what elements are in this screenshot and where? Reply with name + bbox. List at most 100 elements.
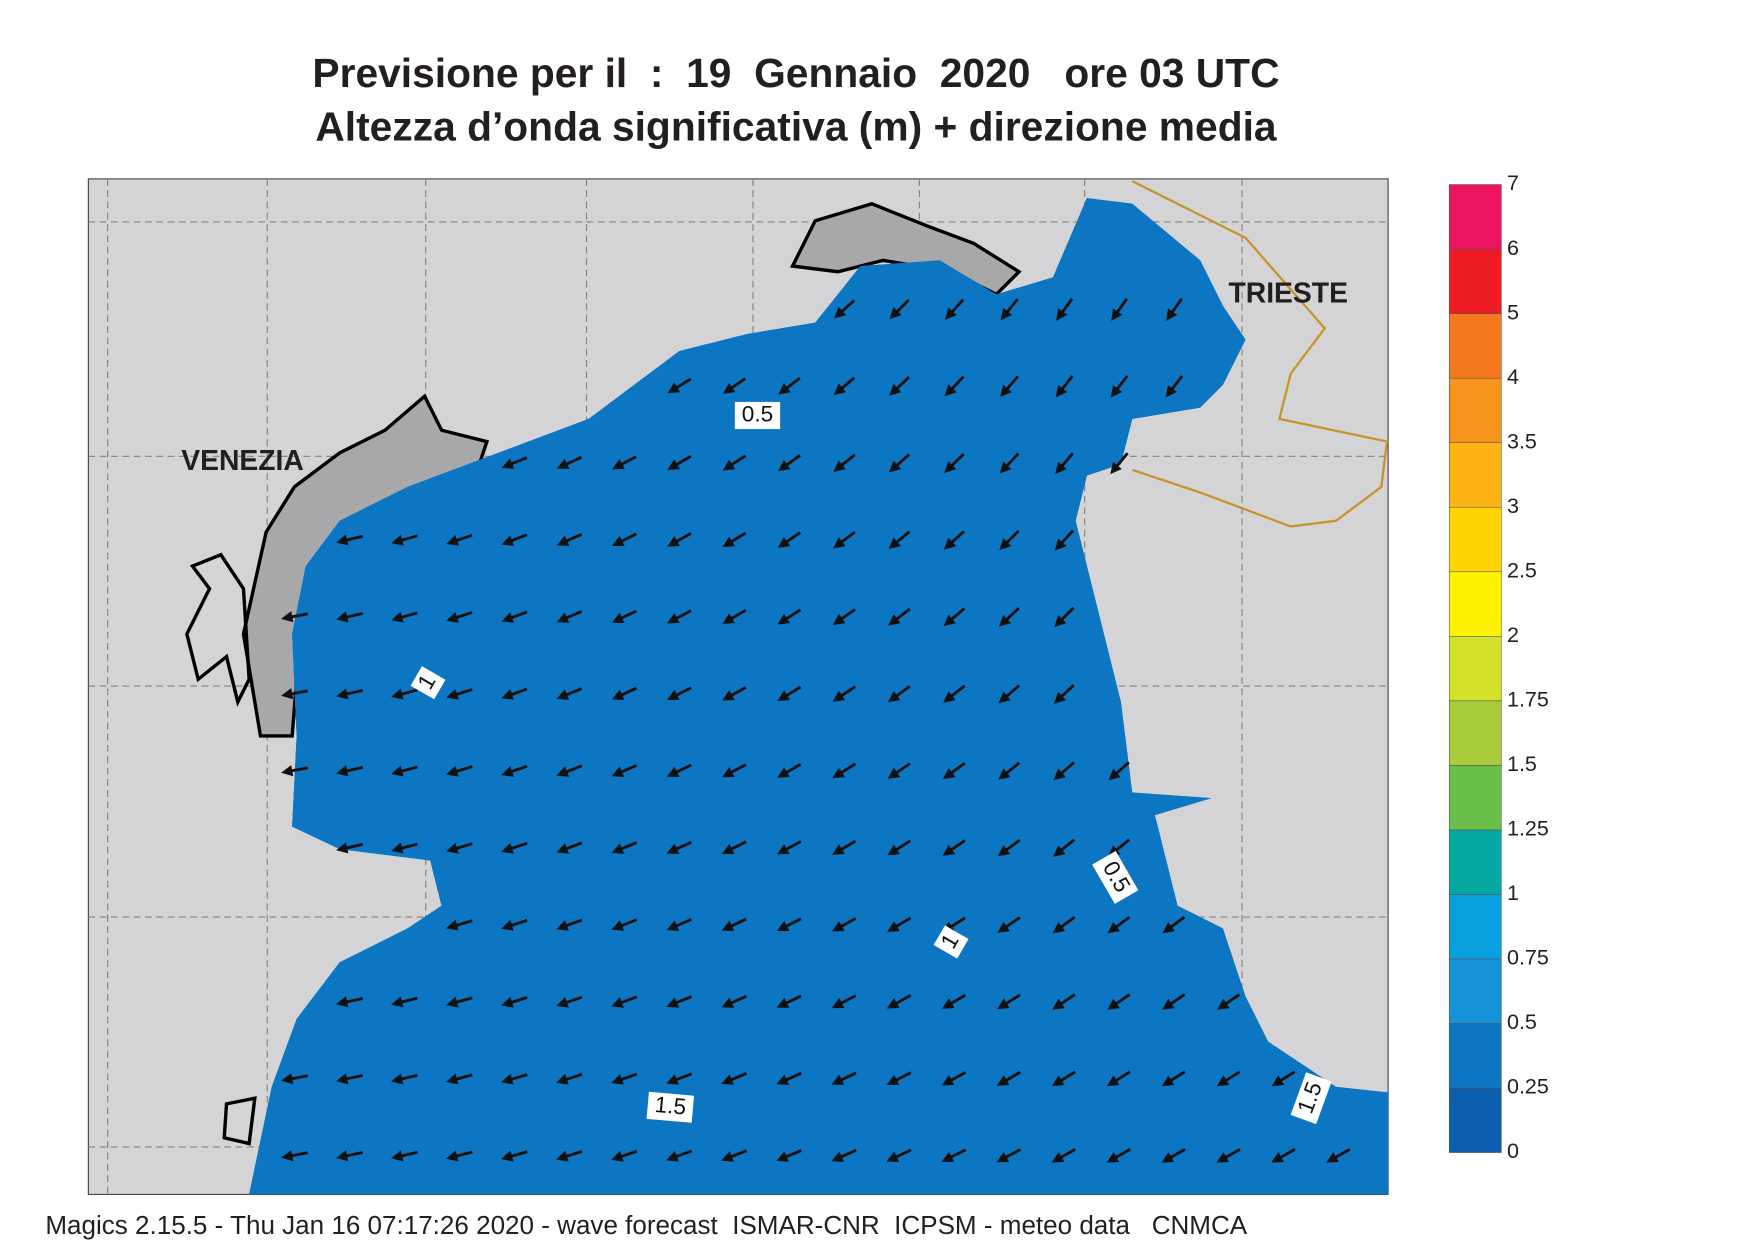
arrow-head xyxy=(667,536,680,547)
arrow-head xyxy=(945,307,957,320)
colorbar-label: 0.25 xyxy=(1507,1075,1549,1099)
arrow-head xyxy=(446,996,459,1008)
colorbar-label: 1 xyxy=(1507,881,1519,905)
colorbar-label: 4 xyxy=(1507,365,1519,389)
arrow-head xyxy=(777,767,790,778)
colorbar-segment xyxy=(1448,958,1502,1024)
arrow-head xyxy=(336,842,349,854)
contour-label: 1.5 xyxy=(654,1092,688,1120)
arrow-head xyxy=(446,688,459,700)
colorbar-label: 5 xyxy=(1507,300,1519,324)
arrow-head xyxy=(667,459,681,470)
colorbar-segment xyxy=(1448,1087,1502,1153)
arrow-head xyxy=(336,534,349,546)
colorbar-segment xyxy=(1448,442,1502,508)
arrow-head xyxy=(944,384,957,397)
arrow-head xyxy=(831,1151,844,1162)
colorbar-segment xyxy=(1448,700,1502,766)
colorbar-label: 0.5 xyxy=(1507,1010,1537,1034)
colorbar-segment xyxy=(1448,765,1502,831)
arrow-head xyxy=(611,1150,624,1162)
arrow-head xyxy=(1052,998,1065,1010)
contour-labels: 0.5 0.5 1 1 1.5 1.5 xyxy=(410,401,1332,1125)
arrow-head xyxy=(832,613,846,626)
arrow-head xyxy=(1110,461,1122,475)
arrow-head xyxy=(446,611,459,623)
arrow-head xyxy=(1056,308,1068,321)
arrow-head xyxy=(1051,1152,1065,1163)
colorbar-label: 1.25 xyxy=(1507,817,1549,841)
arrow-head xyxy=(722,613,735,624)
arrow-head xyxy=(446,842,459,854)
arrow-head xyxy=(886,1151,900,1162)
arrow-head xyxy=(1162,998,1175,1010)
arrow-head xyxy=(666,1074,679,1085)
arrow-head xyxy=(889,307,902,320)
arrow-head xyxy=(336,996,349,1008)
arrow-head xyxy=(556,920,569,931)
arrow-head xyxy=(721,997,735,1008)
arrow-head xyxy=(943,691,956,703)
colorbar-segment xyxy=(1448,894,1502,960)
arrow-head xyxy=(1051,1075,1065,1087)
arrow-head xyxy=(611,920,625,931)
arrow-head xyxy=(778,383,791,395)
colorbar-segment xyxy=(1448,184,1502,250)
arrow-head xyxy=(391,996,404,1008)
arrow-head xyxy=(778,459,791,472)
arrow-head xyxy=(281,1150,294,1162)
arrow-head xyxy=(1052,921,1066,934)
arrow-head xyxy=(1271,1075,1285,1087)
arrow-head xyxy=(611,1074,624,1085)
colorbar-label: 2 xyxy=(1507,623,1519,647)
arrow-head xyxy=(611,997,624,1008)
arrow-head xyxy=(501,1073,514,1085)
arrow-head xyxy=(721,843,735,854)
colorbar-label: 2.5 xyxy=(1507,558,1537,582)
arrow-head xyxy=(997,921,1010,933)
arrow-head xyxy=(1166,308,1178,321)
arrow-head xyxy=(888,537,901,550)
arrow-head xyxy=(776,1074,790,1085)
arrow-head xyxy=(1107,998,1120,1010)
colorbar-segment xyxy=(1448,636,1502,702)
arrow-head xyxy=(998,614,1012,627)
arrow-head xyxy=(611,535,625,547)
arrow-head xyxy=(446,534,459,546)
arrow-head xyxy=(889,383,902,396)
arrow-head xyxy=(336,765,349,777)
arrow-head xyxy=(887,690,901,703)
arrow-head xyxy=(996,1075,1010,1086)
arrow-head xyxy=(501,535,515,546)
arrow-head xyxy=(391,842,404,854)
colorbar-segment xyxy=(1448,506,1502,573)
arrow-head xyxy=(722,690,735,701)
arrow-head xyxy=(556,689,570,700)
arrow-head xyxy=(1053,691,1066,704)
arrow-head xyxy=(556,612,570,623)
colorbar-label: 3 xyxy=(1507,494,1519,518)
arrow-head xyxy=(1054,538,1067,551)
arrow-head xyxy=(998,691,1011,704)
colorbar-label: 3.5 xyxy=(1507,429,1537,453)
footer: Magics 2.15.5 - Thu Jan 16 07:17:26 2020… xyxy=(45,1210,1247,1240)
arrow-head xyxy=(941,1075,955,1086)
arrow-head xyxy=(1053,845,1066,857)
title: Previsione per il : 19 Gennaio 2020 ore … xyxy=(312,50,1279,96)
arrow-head xyxy=(999,538,1012,551)
arrow-head xyxy=(833,537,846,549)
arrow-head xyxy=(666,1151,679,1162)
arrow-head xyxy=(832,767,845,779)
arrow-head xyxy=(501,689,514,700)
arrow-head xyxy=(281,1073,294,1085)
arrow-head xyxy=(556,535,570,546)
arrow-head xyxy=(943,537,957,550)
arrow-head xyxy=(391,611,404,623)
arrow-head xyxy=(281,688,294,700)
arrow-head xyxy=(501,766,514,777)
arrow-head xyxy=(611,612,625,623)
arrow-head xyxy=(391,688,404,700)
arrow-head xyxy=(776,1151,789,1162)
arrow-head xyxy=(1111,308,1123,321)
